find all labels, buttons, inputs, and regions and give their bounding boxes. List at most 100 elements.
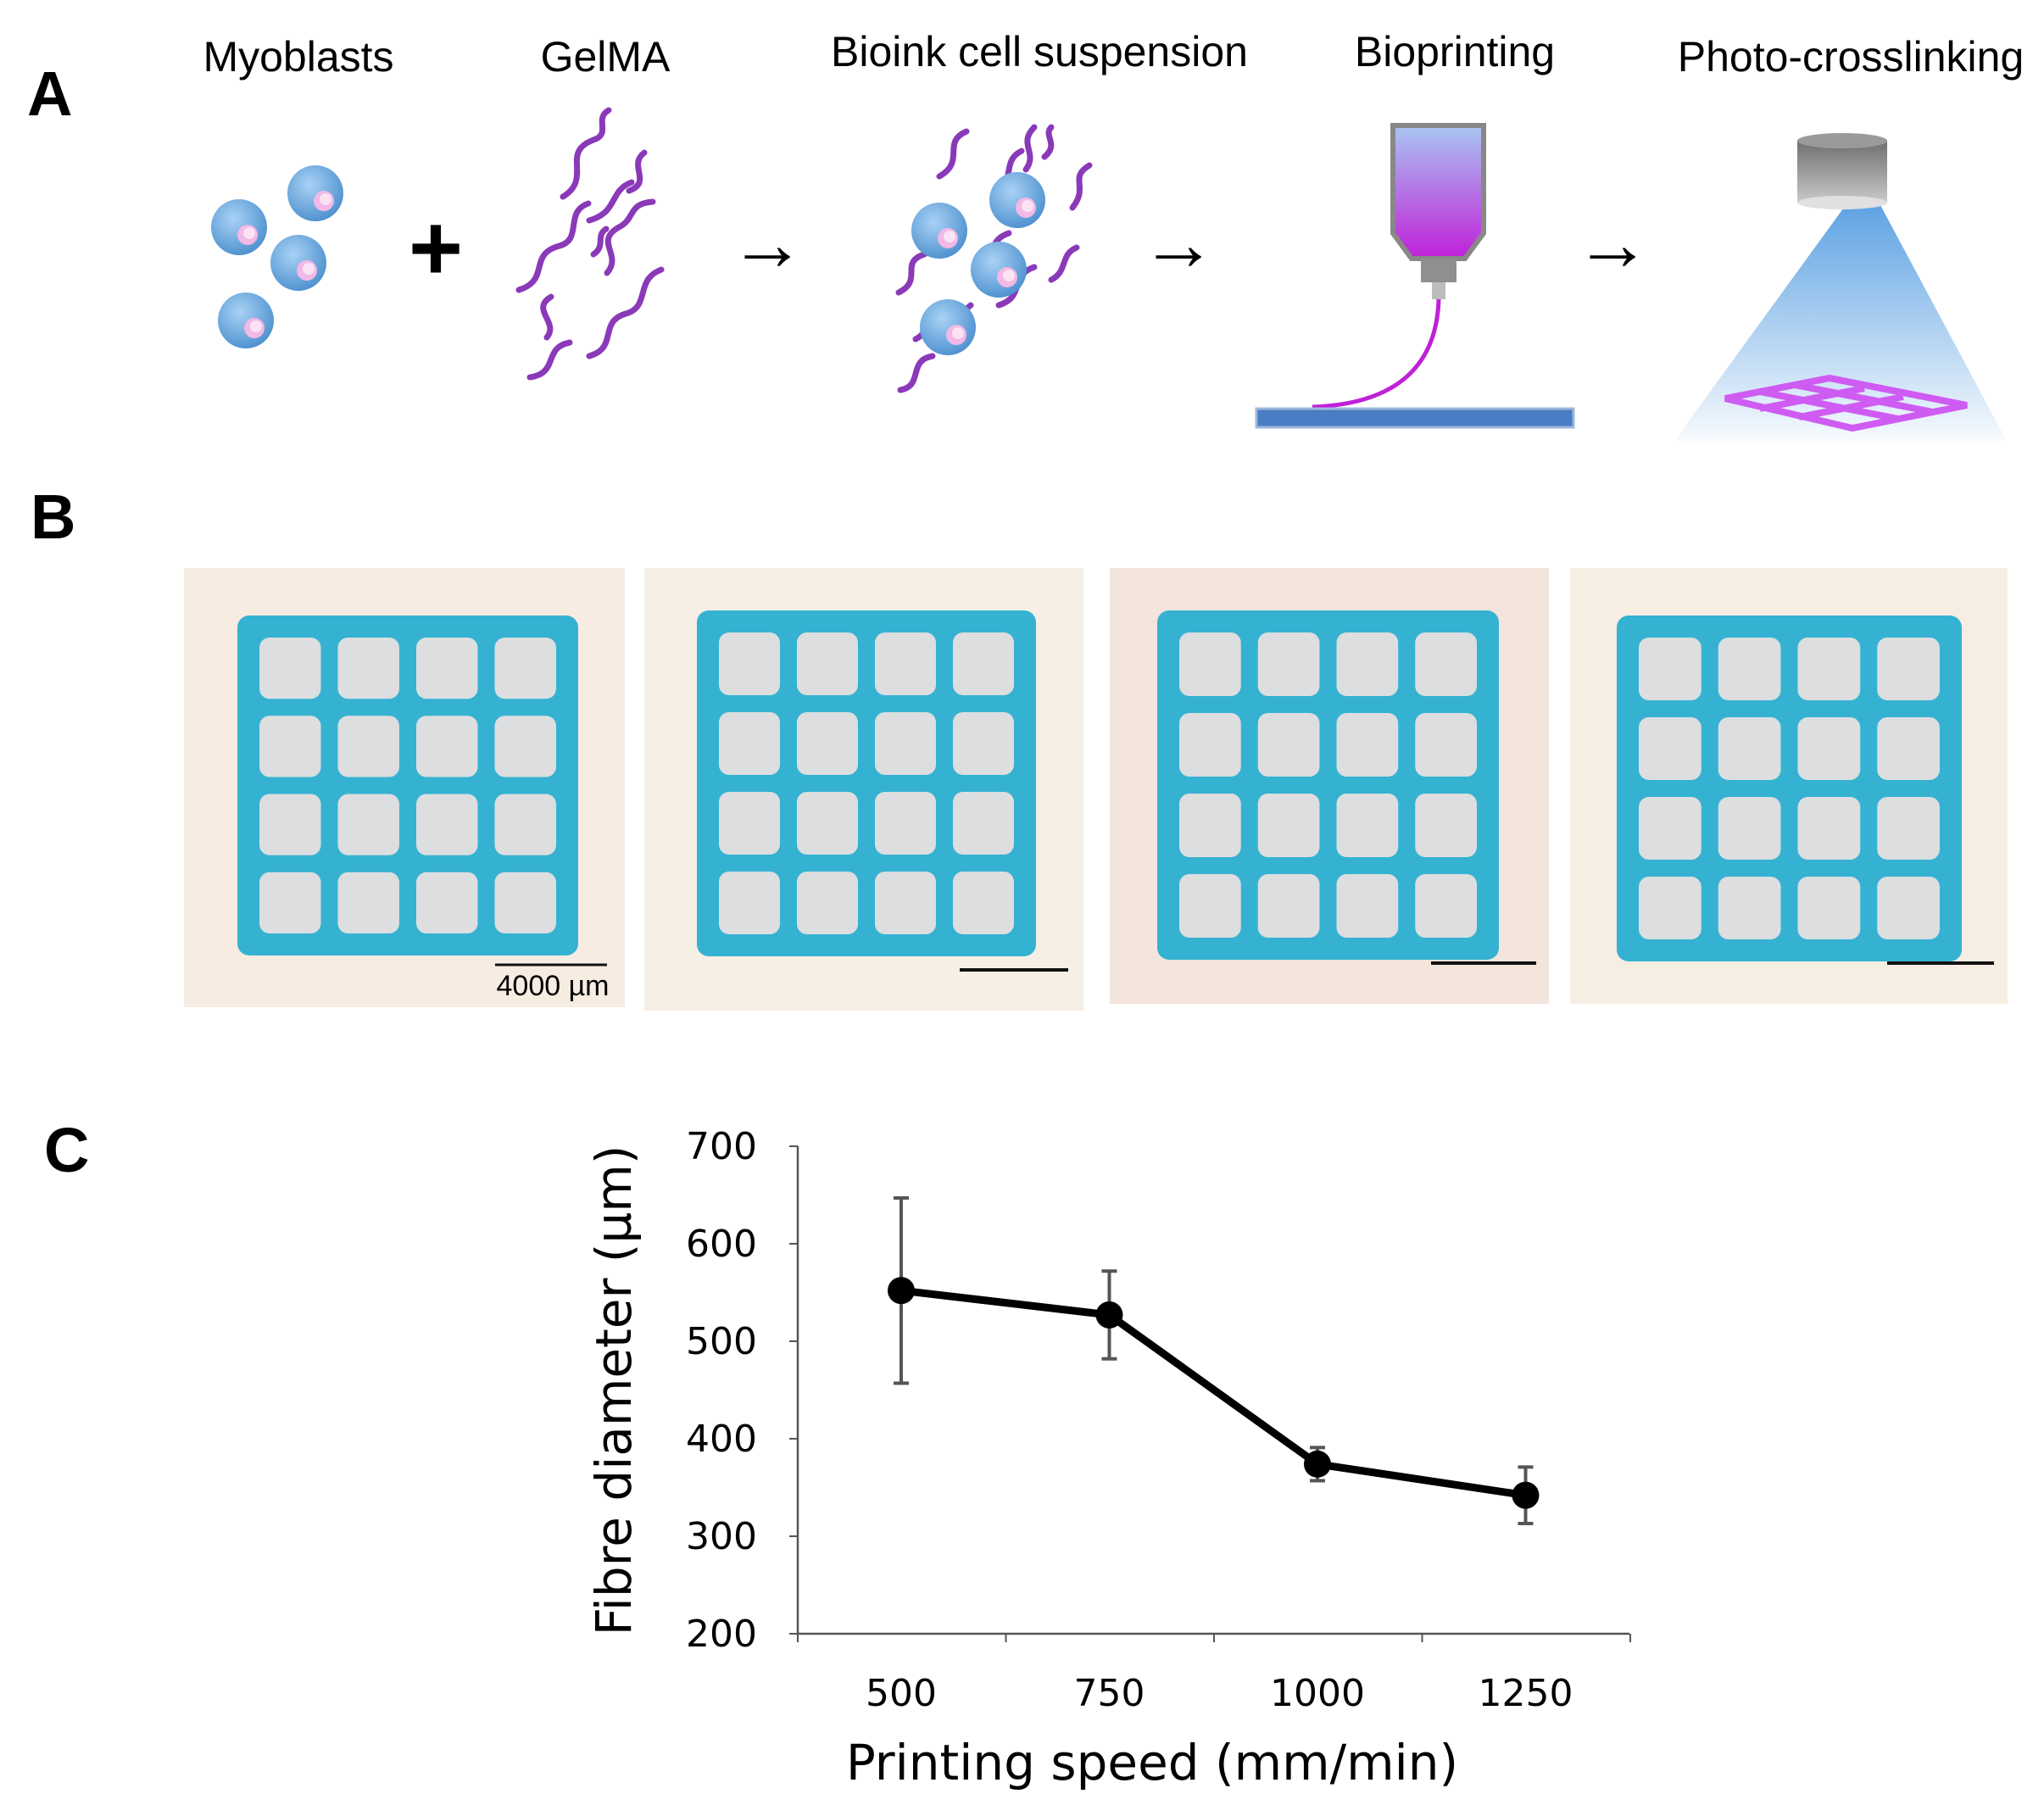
scaffold-pore (1797, 877, 1861, 939)
scaffold-pore (494, 794, 556, 855)
scaffold-pore (337, 872, 399, 933)
scaffold-photo (184, 568, 625, 1007)
scaffold-pore (1877, 638, 1940, 700)
scaffold-pore (337, 638, 399, 699)
panel-letter-c: C (44, 1115, 89, 1185)
scaffold-pore (1639, 717, 1701, 780)
y-tick-label: 400 (686, 1418, 757, 1461)
scaffold-pore (875, 872, 936, 934)
scaffold-pore (797, 872, 858, 934)
y-axis-label: Fibre diameter (µm) (585, 1145, 643, 1636)
scaffold-pore (259, 794, 321, 855)
scale-bar-label: 4000 µm (497, 970, 610, 1002)
scaffold-pore (1415, 632, 1477, 696)
syringe-icon (1312, 123, 1486, 409)
scaffold-grid (697, 610, 1036, 956)
scaffold-pore (719, 872, 780, 934)
scaffold-pore (1797, 638, 1861, 700)
scaffold-pore (1336, 874, 1399, 938)
panel-letter-a: A (27, 58, 72, 129)
scaffold-pore (875, 792, 936, 855)
scaffold-pore (1179, 632, 1241, 696)
step-label-photo-crosslinking: Photo-crosslinking (1678, 33, 2025, 81)
scaffold-pore (719, 632, 780, 695)
scaffold-photo (1570, 568, 2008, 1004)
scaffold-pore (953, 792, 1014, 855)
scaffold-pore (1257, 874, 1320, 938)
scaffold-pore (875, 632, 936, 695)
step-label-gelma: GelMA (541, 33, 671, 81)
scaffold-pore (1877, 797, 1940, 860)
panel-a: A Myoblasts GelMA Bioink cell suspension… (27, 28, 2024, 441)
arrow-2: → (1140, 202, 1217, 287)
scaffold-photos (184, 568, 2008, 1011)
scaffold-photo (644, 568, 1083, 1011)
scaffold-pore (1718, 877, 1781, 939)
scaffold-pore (1179, 874, 1241, 938)
crosslinked-grid-icon (1724, 374, 1968, 432)
data-point (1304, 1450, 1331, 1478)
scaffold-pore (953, 872, 1014, 934)
scaffold-pore (797, 712, 858, 775)
x-tick-label: 750 (1074, 1672, 1145, 1715)
scaffold-pore (1336, 794, 1399, 857)
scaffold-pore (1415, 713, 1477, 777)
step-label-bioink: Bioink cell suspension (831, 28, 1248, 75)
scaffold-pore (719, 712, 780, 775)
scaffold-pore (1718, 717, 1781, 780)
scaffold-pore (953, 712, 1014, 775)
panel-letter-b: B (31, 482, 75, 552)
y-tick-label: 200 (686, 1613, 757, 1656)
scaffold-pore (416, 794, 478, 855)
x-tick-label: 500 (866, 1672, 937, 1715)
arrow-3: → (1574, 202, 1651, 287)
scaffold-pore (1336, 632, 1399, 696)
plus-operator: + (409, 196, 463, 300)
y-tick-label: 600 (686, 1223, 757, 1266)
scaffold-pore (1257, 794, 1320, 857)
data-point (1512, 1481, 1540, 1509)
x-tick-label: 1000 (1270, 1672, 1365, 1715)
scaffold-pore (797, 632, 858, 695)
scaffold-pore (416, 872, 478, 933)
scaffold-pore (1639, 877, 1701, 939)
scaffold-pore (337, 716, 399, 777)
panel-b: B 4000 µm (31, 482, 2008, 1011)
uv-lamp-icon (1674, 133, 2007, 441)
print-plate (1255, 407, 1575, 429)
scaffold-grid (1157, 610, 1499, 960)
gelma-polymer-icon (515, 107, 665, 381)
scaffold-pore (953, 632, 1014, 695)
arrow-1: → (729, 202, 805, 287)
y-tick-label: 700 (686, 1125, 757, 1168)
scaffold-photo (1110, 568, 1549, 1004)
scaffold-pore (1257, 713, 1320, 777)
scaffold-pore (1877, 717, 1940, 780)
scaffold-pore (259, 716, 321, 777)
myoblast-cells-icon (211, 165, 343, 348)
scaffold-pore (1797, 797, 1861, 860)
scaffold-grid (237, 616, 578, 955)
data-point (1095, 1301, 1123, 1329)
scaffold-pore (1718, 638, 1781, 700)
scaffold-grid (1617, 616, 1962, 961)
scaffold-pore (1639, 638, 1701, 700)
scaffold-pore (1718, 797, 1781, 860)
scaffold-pore (1336, 713, 1399, 777)
scaffold-pore (494, 716, 556, 777)
series-line (900, 1286, 1527, 1500)
scaffold-pore (1179, 713, 1241, 777)
scaffold-pore (337, 794, 399, 855)
x-axis-label: Printing speed (mm/min) (846, 1734, 1458, 1791)
scaffold-pore (259, 638, 321, 699)
x-tick-label: 1250 (1479, 1672, 1573, 1715)
y-tick-label: 300 (686, 1515, 757, 1558)
scaffold-pore (259, 872, 321, 933)
y-tick-label: 500 (686, 1320, 757, 1363)
step-label-bioprinting: Bioprinting (1355, 28, 1555, 75)
scaffold-pore (875, 712, 936, 775)
scaffold-pore (1877, 877, 1940, 939)
scaffold-pore (416, 638, 478, 699)
scaffold-pore (494, 872, 556, 933)
